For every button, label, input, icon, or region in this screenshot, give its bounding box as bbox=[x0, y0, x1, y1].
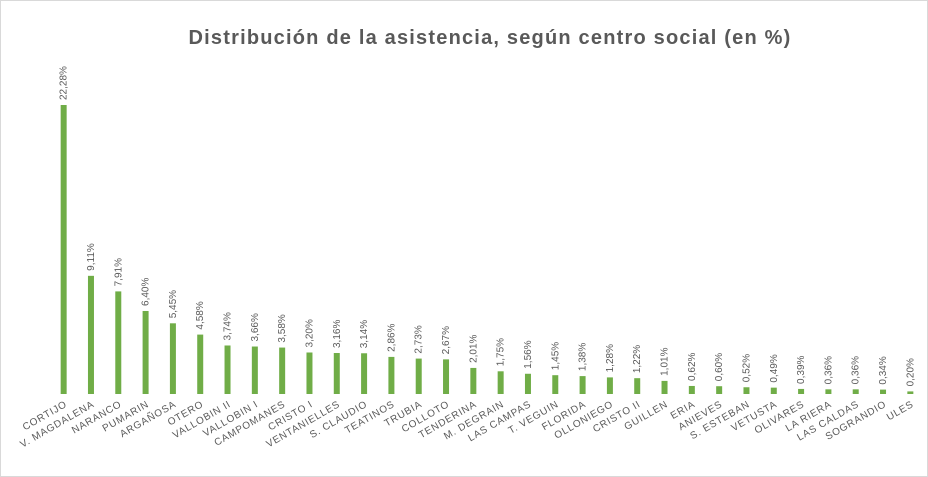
value-label: 7,91% bbox=[113, 258, 124, 286]
bar bbox=[798, 388, 805, 394]
bar bbox=[60, 105, 67, 394]
value-label: 3,20% bbox=[304, 319, 315, 347]
bar bbox=[197, 334, 204, 394]
value-label: 0,49% bbox=[769, 354, 780, 382]
chart-title: Distribución de la asistencia, según cen… bbox=[189, 27, 792, 49]
bar bbox=[825, 389, 832, 394]
bar bbox=[415, 358, 422, 394]
value-label: 0,20% bbox=[905, 358, 916, 386]
bar bbox=[251, 346, 258, 394]
value-label: 0,52% bbox=[741, 354, 752, 382]
value-label: 0,36% bbox=[851, 356, 862, 384]
value-label: 2,67% bbox=[441, 326, 452, 354]
bar bbox=[388, 356, 395, 394]
bar bbox=[880, 389, 887, 394]
value-label: 2,73% bbox=[414, 325, 425, 353]
bar bbox=[115, 291, 122, 394]
bar bbox=[743, 387, 750, 394]
value-label: 0,34% bbox=[878, 356, 889, 384]
bar bbox=[852, 389, 859, 394]
value-label: 22,28% bbox=[59, 66, 70, 100]
bar bbox=[770, 387, 777, 394]
bar bbox=[907, 391, 914, 394]
value-label: 1,01% bbox=[660, 347, 671, 375]
bar bbox=[716, 386, 723, 394]
bar bbox=[497, 371, 504, 394]
value-label: 1,22% bbox=[632, 345, 643, 373]
bar bbox=[470, 367, 477, 394]
value-label: 3,66% bbox=[250, 313, 261, 341]
value-label: 1,56% bbox=[523, 340, 534, 368]
value-label: 1,28% bbox=[605, 344, 616, 372]
value-label: 9,11% bbox=[86, 243, 97, 271]
bar bbox=[443, 359, 450, 394]
value-label: 0,39% bbox=[796, 355, 807, 383]
value-label: 0,60% bbox=[714, 353, 725, 381]
value-label: 1,45% bbox=[550, 342, 561, 370]
bar bbox=[169, 323, 176, 394]
bar bbox=[524, 373, 531, 394]
value-label: 3,58% bbox=[277, 314, 288, 342]
bar bbox=[142, 310, 149, 394]
value-label: 1,38% bbox=[578, 343, 589, 371]
bar bbox=[224, 345, 231, 394]
bar bbox=[634, 378, 641, 394]
value-label: 4,58% bbox=[195, 301, 206, 329]
value-label: 1,75% bbox=[496, 338, 507, 366]
value-label: 5,45% bbox=[168, 290, 179, 318]
bar bbox=[661, 380, 668, 394]
bar bbox=[606, 377, 613, 394]
value-label: 6,40% bbox=[141, 278, 152, 306]
bar bbox=[688, 385, 695, 394]
bar bbox=[306, 352, 313, 394]
value-label: 3,14% bbox=[359, 320, 370, 348]
bar bbox=[552, 375, 559, 394]
bar bbox=[87, 275, 94, 394]
bar bbox=[333, 353, 340, 394]
value-label: 0,36% bbox=[823, 356, 834, 384]
value-label: 3,16% bbox=[332, 320, 343, 348]
value-label: 2,01% bbox=[468, 334, 479, 362]
bar bbox=[361, 353, 368, 394]
value-label: 2,86% bbox=[386, 323, 397, 351]
value-label: 3,74% bbox=[223, 312, 234, 340]
bar bbox=[279, 347, 286, 394]
bar bbox=[579, 376, 586, 394]
value-label: 0,62% bbox=[687, 352, 698, 380]
